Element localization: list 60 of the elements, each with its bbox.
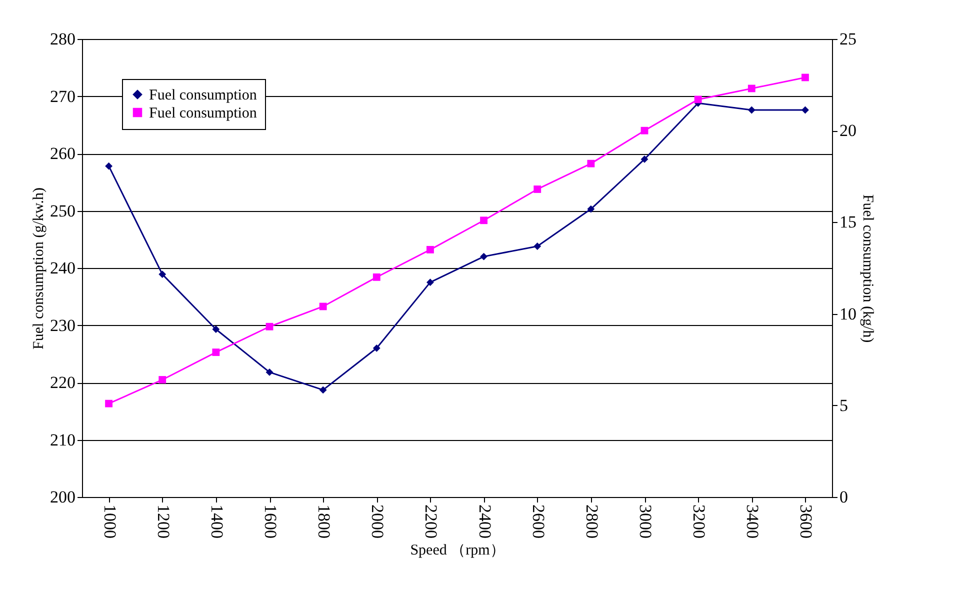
point [158,376,166,384]
point [212,326,220,333]
x-tick-label: 1200 [154,504,173,538]
point [105,400,112,408]
x-tick-label: 1400 [207,504,226,538]
x-tick-label: 3400 [743,504,762,538]
y-tick-label: 220 [50,373,76,392]
y-axis-title: Fuel consumption (g/kw.h) [31,188,47,350]
y2-tick-label: 0 [840,488,848,506]
x-tick-label: 2400 [475,504,494,538]
y-tick-label: 280 [50,30,76,48]
x-tick-label: 3600 [796,504,816,538]
point [105,162,112,170]
point [426,278,434,286]
x-tick-label: 1800 [314,504,334,538]
y2-tick-label: 5 [840,396,848,415]
x-tick-label: 2200 [422,504,441,538]
point [748,106,756,114]
point [640,126,648,134]
point [534,186,542,193]
y2-tick-label: 10 [840,304,856,324]
point [319,386,327,394]
point [748,84,756,92]
point [587,205,595,213]
legend-label: Fuel consumption [149,106,258,122]
point [319,302,327,310]
y-tick-label: 250 [50,201,76,220]
point [372,273,380,281]
point [802,74,809,82]
x-tick-label: 3200 [690,504,709,538]
y2-tick-label: 20 [840,121,856,140]
legend-label: Fuel consumption [149,88,258,104]
point [372,344,380,352]
point [802,106,809,114]
y-tick-label: 270 [50,86,76,106]
x-tick-label: 2800 [582,504,602,538]
x-tick-label: 2600 [528,504,548,538]
x-tick-label: 1000 [100,504,120,538]
y-tick-label: 210 [50,430,76,450]
y-tick-label: 200 [50,488,76,506]
point [694,96,702,104]
point [534,242,542,250]
point [266,368,274,376]
y2-tick-label: 15 [840,212,856,232]
point [266,322,274,330]
x-tick-label: 2000 [368,504,388,538]
point [480,252,488,260]
x-tick-label: 3000 [636,504,655,538]
point [480,216,488,224]
x-axis-title: Speed （rpm） [410,542,505,558]
y-tick-label: 230 [50,316,76,335]
point [426,246,434,254]
y2-axis-title: Fuel consumption (kg/h) [860,194,876,343]
point [158,270,166,278]
point [212,348,220,356]
point [587,160,595,168]
y2-tick-label: 25 [840,30,856,48]
x-tick-label: 1600 [261,504,280,538]
y-tick-label: 240 [50,258,76,278]
y-tick-label: 260 [50,144,76,163]
